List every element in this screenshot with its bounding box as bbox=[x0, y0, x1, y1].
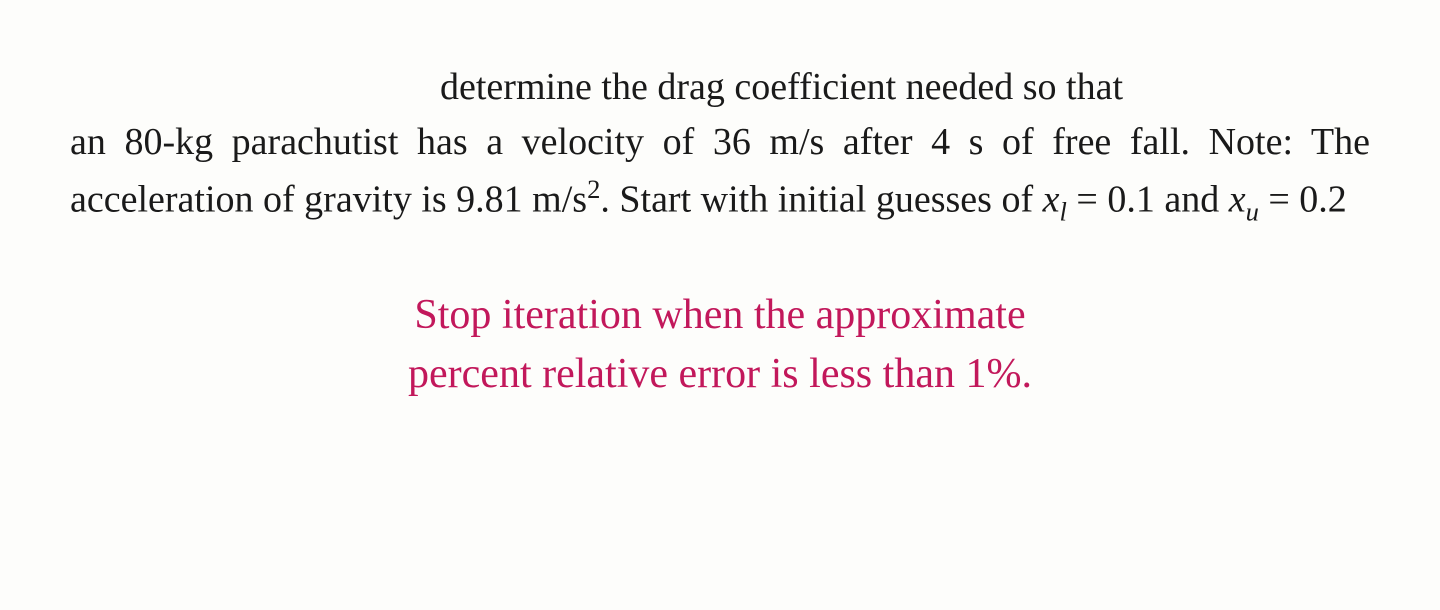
eq-xl: = 0.1 and bbox=[1067, 179, 1229, 221]
problem-line-3-post: . Start with initial bbox=[600, 179, 866, 221]
stopping-criterion: Stop iteration when the approximate perc… bbox=[70, 286, 1370, 404]
subscript-u: u bbox=[1246, 196, 1259, 226]
problem-line-1: determine the drag coefficient needed so… bbox=[70, 60, 1370, 115]
variable-xu: x bbox=[1229, 179, 1246, 221]
eq-xu: = 0.2 bbox=[1259, 179, 1347, 221]
problem-statement: determine the drag coefficient needed so… bbox=[70, 60, 1370, 231]
page-container: determine the drag coefficient needed so… bbox=[0, 0, 1440, 444]
exponent-2: 2 bbox=[587, 174, 600, 204]
instruction-line-2: percent relative error is less than 1%. bbox=[70, 345, 1370, 404]
problem-line-4-pre: guesses of bbox=[876, 179, 1043, 221]
subscript-l: l bbox=[1060, 196, 1067, 226]
problem-line-2: an 80-kg parachutist has a velocity of 3… bbox=[70, 121, 1190, 163]
variable-xl: x bbox=[1043, 179, 1060, 221]
instruction-line-1: Stop iteration when the approximate bbox=[70, 286, 1370, 345]
